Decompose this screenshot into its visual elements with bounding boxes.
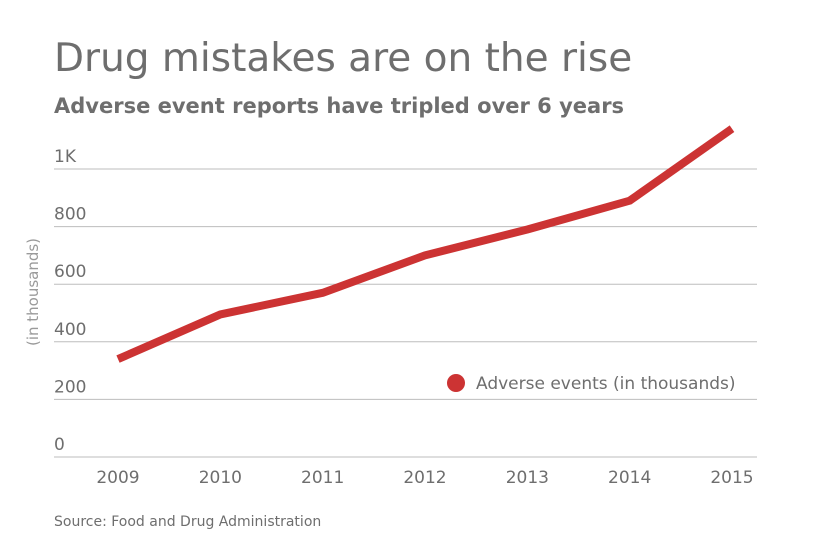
x-tick-label: 2012 [403,468,446,488]
y-tick-label: 400 [54,320,86,340]
y-tick-labels: 0 200 400 600 800 1K [54,147,86,455]
y-tick-label: 0 [54,435,65,455]
series-lines [116,125,735,363]
x-tick-label: 2009 [96,468,139,488]
x-tick-label: 2013 [506,468,549,488]
x-tick-label: 2010 [199,468,242,488]
y-tick-label: 1K [54,147,77,167]
source-note: Source: Food and Drug Administration [54,514,322,530]
y-tick-label: 800 [54,205,86,225]
legend-entry: Adverse events (in thousands) [476,374,736,394]
y-tick-label: 200 [54,377,86,397]
series-line [116,125,735,363]
legend: Adverse events (in thousands) [447,374,736,394]
x-tick-label: 2015 [710,468,753,488]
x-tick-labels: 2009 2010 2011 2012 2013 2014 2015 [96,468,753,488]
chart-subtitle: Adverse event reports have tripled over … [54,94,625,118]
legend-marker [447,374,465,392]
x-tick-label: 2014 [608,468,651,488]
y-tick-label: 600 [54,262,86,282]
chart-title: Drug mistakes are on the rise [54,36,633,81]
y-axis-label: (in thousands) [24,238,42,346]
x-tick-label: 2011 [301,468,344,488]
gridlines [54,168,757,458]
